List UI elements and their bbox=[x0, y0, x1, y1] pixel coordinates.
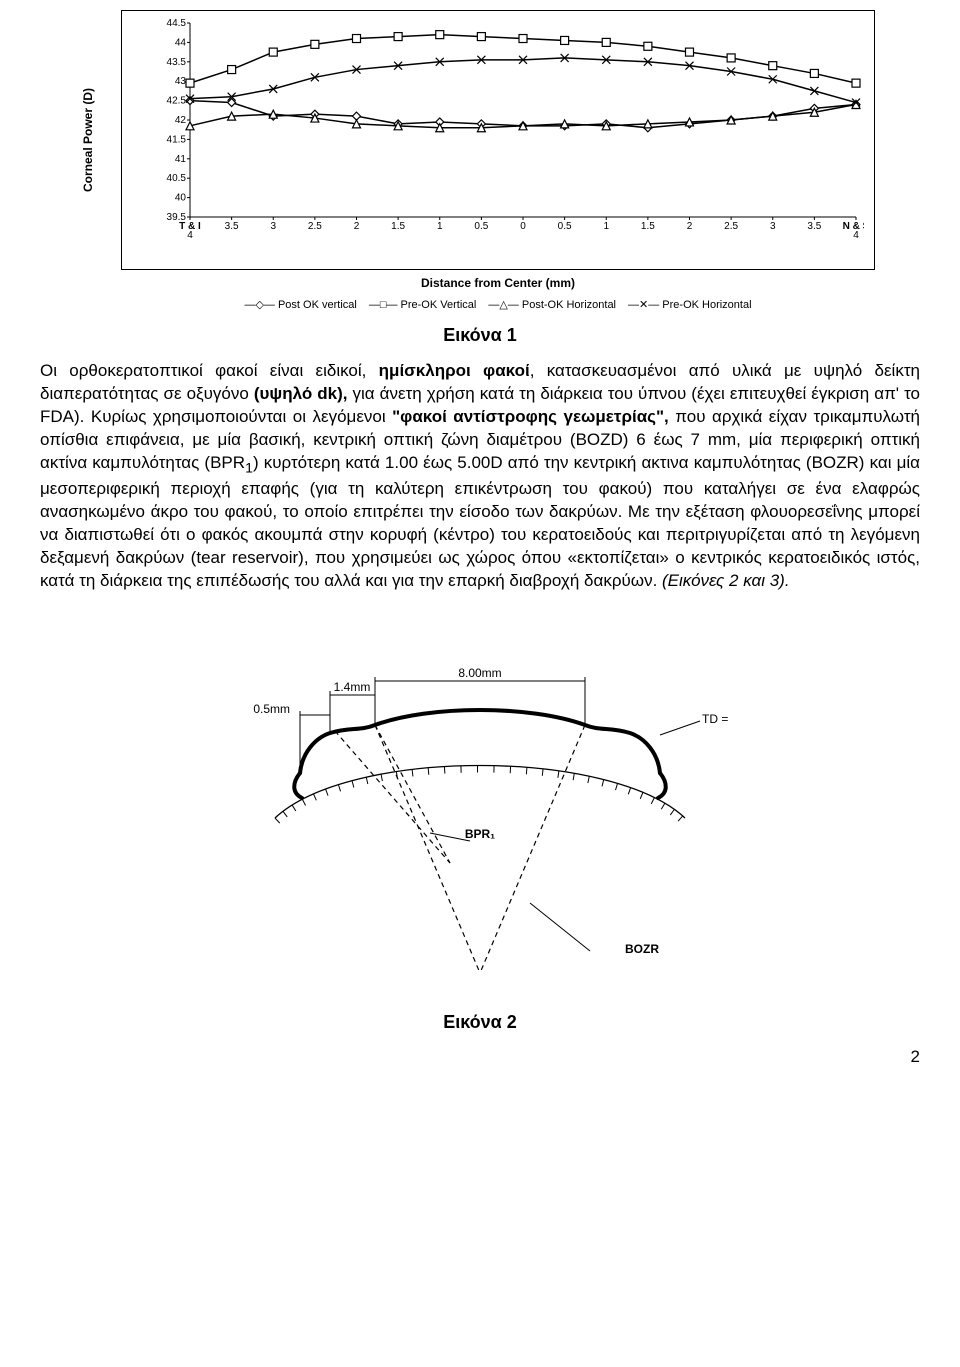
svg-text:0.5: 0.5 bbox=[558, 221, 572, 232]
svg-text:40.5: 40.5 bbox=[167, 173, 187, 184]
x-axis-label: Distance from Center (mm) bbox=[121, 276, 875, 290]
chart-plot-area: Corneal Power (D) 39.54040.54141.54242.5… bbox=[121, 10, 875, 270]
svg-text:2: 2 bbox=[687, 221, 693, 232]
svg-text:1.5: 1.5 bbox=[641, 221, 655, 232]
svg-text:2.5: 2.5 bbox=[724, 221, 738, 232]
body-paragraph: Οι ορθοκερατoπτικοί φακοί είναι ειδικοί,… bbox=[40, 360, 920, 593]
svg-text:3.5: 3.5 bbox=[807, 221, 821, 232]
svg-text:40: 40 bbox=[175, 193, 187, 204]
svg-text:42: 42 bbox=[175, 115, 187, 126]
lens-geometry-diagram: 8.00mm 1.4mm 0.5mm TD = 9.80mm BOZR BPR₁ bbox=[230, 633, 730, 998]
svg-text:2: 2 bbox=[354, 221, 360, 232]
svg-text:43: 43 bbox=[175, 76, 187, 87]
svg-text:1: 1 bbox=[437, 221, 443, 232]
svg-text:0.5mm: 0.5mm bbox=[253, 702, 290, 716]
corneal-power-chart: Corneal Power (D) 39.54040.54141.54242.5… bbox=[85, 10, 875, 311]
figure-2-caption: Εικόνα 2 bbox=[40, 1012, 920, 1033]
svg-text:3: 3 bbox=[770, 221, 776, 232]
svg-text:1.4mm: 1.4mm bbox=[334, 680, 371, 694]
svg-text:4: 4 bbox=[853, 230, 859, 239]
svg-text:BPR₁: BPR₁ bbox=[465, 827, 495, 841]
legend-item: —△— Post-OK Horizontal bbox=[488, 299, 616, 311]
svg-text:1.5: 1.5 bbox=[391, 221, 405, 232]
page-number: 2 bbox=[40, 1047, 920, 1067]
svg-text:1: 1 bbox=[603, 221, 609, 232]
legend-item: —□— Pre-OK Vertical bbox=[369, 299, 477, 311]
figure-1-caption: Εικόνα 1 bbox=[40, 325, 920, 346]
svg-text:2.5: 2.5 bbox=[308, 221, 322, 232]
chart-legend: —◇— Post OK vertical —□— Pre-OK Vertical —… bbox=[121, 298, 875, 311]
svg-text:44.5: 44.5 bbox=[167, 19, 187, 29]
svg-text:43.5: 43.5 bbox=[167, 57, 187, 68]
svg-text:0: 0 bbox=[520, 221, 526, 232]
svg-text:3.5: 3.5 bbox=[225, 221, 239, 232]
svg-text:TD = 9.80mm: TD = 9.80mm bbox=[702, 712, 730, 726]
svg-text:44: 44 bbox=[175, 37, 187, 48]
svg-text:BOZR: BOZR bbox=[625, 942, 659, 956]
svg-text:4: 4 bbox=[187, 230, 193, 239]
legend-item: —✕— Pre-OK Horizontal bbox=[628, 299, 752, 311]
svg-text:41.5: 41.5 bbox=[167, 134, 187, 145]
svg-text:3: 3 bbox=[270, 221, 276, 232]
svg-text:0.5: 0.5 bbox=[474, 221, 488, 232]
svg-text:42.5: 42.5 bbox=[167, 96, 187, 107]
legend-item: —◇— Post OK vertical bbox=[244, 299, 356, 311]
y-axis-label: Corneal Power (D) bbox=[81, 88, 95, 192]
svg-text:41: 41 bbox=[175, 154, 187, 165]
svg-text:8.00mm: 8.00mm bbox=[458, 666, 501, 680]
